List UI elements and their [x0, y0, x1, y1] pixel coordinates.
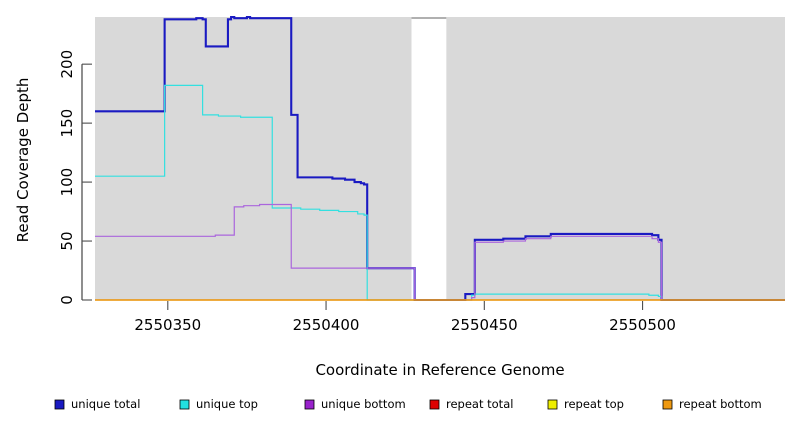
legend: unique total unique top unique bottom repea… [54, 397, 762, 411]
plot-background [95, 17, 785, 300]
x-axis-title: Coordinate in Reference Genome [315, 361, 564, 379]
y-tick-label-150: 150 [58, 109, 76, 138]
y-axis-title: Read Coverage Depth [14, 78, 32, 243]
y-tick-label-200: 200 [58, 50, 76, 79]
y-tick-label-0: 0 [58, 295, 76, 305]
axes [81, 63, 644, 310]
legend-label-unique-total: unique total [71, 397, 140, 411]
y-tick-label-100: 100 [58, 168, 76, 197]
plot-panel-left [95, 17, 412, 300]
series-line-unique-top [95, 84, 785, 301]
y-tick-label-50: 50 [58, 231, 76, 250]
legend-label-unique-top: unique top [196, 397, 258, 411]
legend-swatch-repeat-top [547, 399, 558, 410]
legend-label-repeat-top: repeat top [564, 397, 624, 411]
x-tick-label-2550500: 2550500 [609, 316, 676, 334]
legend-swatch-repeat-bottom [662, 399, 673, 410]
plot-panel-right [446, 17, 785, 300]
legend-label-repeat-bottom: repeat bottom [679, 397, 762, 411]
series-lines [95, 15, 785, 302]
plot-panel-gap-top-border [411, 17, 447, 19]
x-tick-label-2550350: 2550350 [134, 316, 201, 334]
legend-swatch-repeat-total [429, 399, 440, 410]
legend-label-unique-bottom: unique bottom [321, 397, 406, 411]
legend-swatch-unique-total [54, 399, 65, 410]
legend-label-repeat-total: repeat total [446, 397, 513, 411]
legend-swatch-unique-top [179, 399, 190, 410]
x-tick-label-2550400: 2550400 [293, 316, 360, 334]
legend-swatch-unique-bottom [304, 399, 315, 410]
series-line-unique-total [95, 15, 785, 302]
tick-labels: 0 50 100 150 200 2550350 2550400 2550450 2550500 [58, 50, 676, 334]
x-tick-label-2550450: 2550450 [451, 316, 518, 334]
